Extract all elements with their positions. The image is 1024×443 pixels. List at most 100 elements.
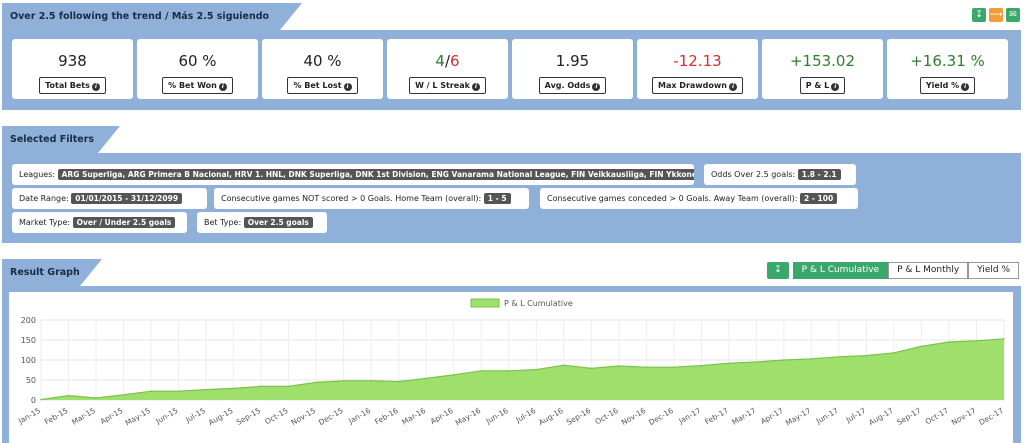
stat-value: 4/6 [387,51,508,71]
share-icon[interactable]: ⟶ [989,8,1003,22]
data-point [728,362,730,364]
y-tick-label: 100 [21,356,36,365]
x-tick-label: Aug-15 [207,406,235,427]
x-tick-label: Oct-16 [593,406,620,427]
filter-value: 1.8 - 2.1 [797,169,841,180]
filter-value: Over / Under 2.5 goals [72,217,176,228]
data-point [590,367,593,370]
stat-label[interactable]: Total Bets i [39,77,106,94]
data-point [618,365,620,367]
x-tick-label: Sep-15 [235,406,263,427]
x-tick-label: Jan-15 [16,406,42,426]
stat-label[interactable]: % Bet Lost i [287,77,358,94]
data-point [975,340,978,342]
y-tick-label: 50 [26,376,36,385]
x-tick-label: Jun-16 [484,406,510,426]
info-icon: i [729,83,737,91]
x-tick-label: Oct-15 [263,406,290,427]
filters-title: Selected Filters [10,134,95,145]
win-streak: 4 [435,52,445,70]
data-point [480,370,483,372]
x-tick-label: Jan-16 [346,406,372,426]
data-point [783,359,785,361]
filter-label: Leagues: [19,170,56,179]
stat-total-bets: 938 Total Bets i [12,39,133,99]
filter-label: Consecutive games NOT scored > 0 Goals. … [221,194,482,203]
x-tick-label: Feb-15 [43,406,70,427]
x-tick-label: Mar-16 [400,406,427,427]
pl-monthly-button[interactable]: P & L Monthly [888,262,969,279]
stat-label[interactable]: Avg. Odds i [538,77,607,94]
data-point [507,370,510,372]
stat-value: +153.02 [789,52,856,70]
data-point [205,388,207,391]
stat-value: 938 [58,52,87,70]
graph-title: Result Graph [10,267,80,278]
pl-cumulative-button[interactable]: P & L Cumulative [792,262,889,279]
info-icon: i [592,83,601,91]
legend-swatch [470,298,500,308]
filter-label: Consecutive games conceded > 0 Goals. Aw… [547,194,798,203]
stat-label[interactable]: W / L Streak i [409,77,486,94]
data-point [700,364,703,367]
streak-separator: / [444,52,451,70]
x-tick-label: Nov-15 [290,406,318,427]
stat-max-drawdown: -12.13 Max Drawdown i [637,39,758,99]
filter-bet-type: Bet Type: Over 2.5 goals [197,212,327,233]
x-tick-label: Feb-16 [373,406,400,427]
stat-bet-won: 60 % % Bet Won i [137,39,258,99]
loss-streak: 6 [450,52,460,70]
stat-label[interactable]: Yield % i [919,77,976,94]
stat-value: +16.31 % [910,52,985,70]
x-tick-label: Jul-17 [844,406,868,425]
y-tick-label: 200 [21,316,36,325]
strategy-title-tab: Over 2.5 following the trend / Más 2.5 s… [2,3,302,49]
x-tick-label: Dec-16 [647,406,675,427]
y-tick-label: 150 [21,336,36,345]
yield-button[interactable]: Yield % [968,262,1019,279]
data-point [838,356,840,358]
x-tick-label: Feb-17 [703,406,730,427]
data-point [452,374,455,376]
x-tick-label: May-16 [454,406,483,428]
data-point [893,352,895,354]
data-point [755,361,758,363]
x-tick-label: Sep-16 [565,406,593,427]
data-point [397,380,400,383]
data-point [287,385,290,388]
stat-bet-lost: 40 % % Bet Lost i [262,39,383,99]
stats-panel: 938 Total Bets i 60 % % Bet Won i 40 % % B… [2,30,1021,110]
data-point [810,358,813,360]
filter-home-not-scored: Consecutive games NOT scored > 0 Goals. … [214,188,529,209]
graph-panel: 0 50 100 150 200 Jan-15 Feb-15 Mar-15 Apr-15 May-… [2,286,1021,443]
email-check-icon[interactable]: ✉ [1006,8,1020,22]
stat-yield: +16.31 % Yield % i [887,39,1008,99]
filter-label: Bet Type: [204,218,242,227]
data-point [425,377,428,380]
info-icon: i [471,83,480,91]
filter-label: Odds Over 2.5 goals: [711,170,796,179]
download-icon[interactable]: ↧ [972,8,986,22]
x-tick-label: May-15 [124,406,153,428]
x-tick-label: Aug-17 [867,406,895,427]
data-point [342,380,345,382]
data-point [645,366,648,368]
info-icon: i [218,83,227,91]
data-point [535,368,538,371]
y-tick-label: 0 [31,396,36,405]
x-tick-label: Dec-17 [977,406,1005,427]
data-point [673,366,675,368]
data-point [865,354,868,357]
stat-label[interactable]: % Bet Won i [162,77,233,94]
stat-label[interactable]: Max Drawdown i [652,77,743,94]
chart-download-button[interactable]: ↧ [767,262,789,279]
data-point [95,397,97,399]
data-point [260,385,262,388]
info-icon: i [831,83,840,91]
data-point [920,345,923,348]
filter-market-type: Market Type: Over / Under 2.5 goals [12,212,187,233]
data-point [177,390,180,392]
